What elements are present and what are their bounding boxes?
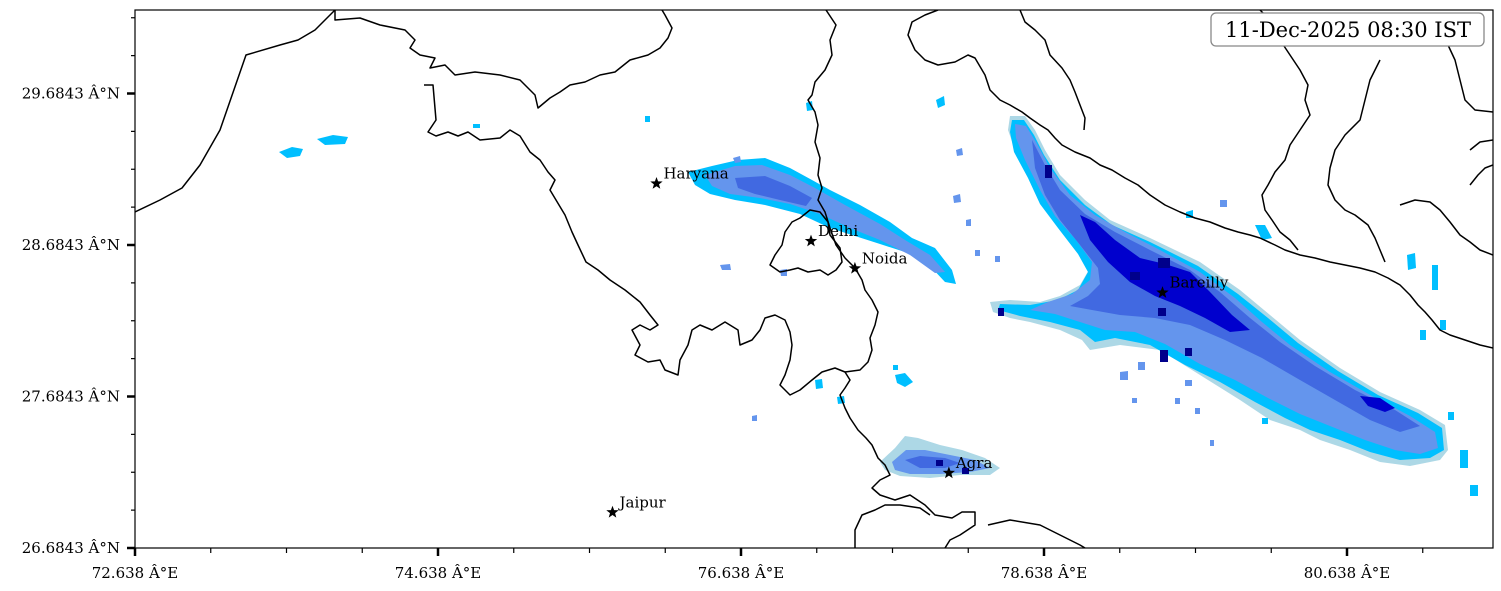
boundary-line (987, 519, 1086, 548)
rain-patch (1448, 412, 1454, 420)
rain-patch (317, 135, 348, 145)
city-label-bareilly: Bareilly (1169, 274, 1228, 292)
x-tick-label: 78.638 Â°E (1001, 564, 1088, 582)
rain-cell-dark (1185, 348, 1192, 356)
timestamp-text: 11-Dec-2025 08:30 IST (1225, 18, 1471, 42)
rain-patch (1460, 450, 1468, 468)
rain-patch (995, 256, 1000, 262)
rain-patch (1195, 408, 1200, 414)
rain-patch (720, 264, 731, 270)
boundary-line (1469, 139, 1493, 151)
rain-patch (815, 379, 823, 389)
rain-patch (1262, 418, 1268, 424)
y-tick-label: 28.6843 Â°N (22, 236, 120, 254)
boundary-line (1019, 10, 1086, 131)
x-tick-label: 74.638 Â°E (395, 564, 482, 582)
rain-cluster-agra-core (905, 456, 960, 468)
rain-patch (966, 219, 971, 226)
rain-patch (1175, 398, 1180, 404)
x-tick-label: 72.638 Â°E (92, 564, 179, 582)
rain-cluster-agra-dot (962, 468, 969, 474)
plot-frame (134, 9, 1494, 549)
y-tick-label: 29.6843 Â°N (22, 85, 120, 103)
city-label-jaipur: Jaipur (618, 493, 667, 511)
boundary-line (807, 10, 879, 373)
y-tick-label: 27.6843 Â°N (22, 388, 120, 406)
boundary-line (135, 10, 336, 213)
x-tick-label: 76.638 Â°E (698, 564, 785, 582)
rain-patch (1470, 485, 1478, 496)
rain-cluster-agra-dot (936, 460, 943, 466)
rain-patch (733, 156, 741, 163)
rain-cell-dark (1158, 258, 1170, 268)
rain-patch (1138, 362, 1145, 370)
city-label-noida: Noida (862, 249, 908, 267)
boundary-line (854, 504, 931, 548)
rain-contours (279, 96, 1478, 496)
rain-patch (1185, 380, 1192, 386)
city-star-haryana (650, 177, 663, 189)
rain-patch (1407, 253, 1416, 270)
boundary-lines (135, 10, 1493, 548)
timestamp-box: 11-Dec-2025 08:30 IST (1210, 12, 1485, 47)
rain-cell-dark (1045, 165, 1052, 178)
city-star-jaipur (606, 505, 619, 518)
rain-patch (953, 194, 961, 203)
city-star-agra (942, 466, 955, 479)
boundary-line (907, 10, 1493, 349)
rain-patch (1120, 371, 1128, 380)
rain-band-bareilly-core (1080, 215, 1250, 332)
rain-patch (956, 148, 963, 156)
x-tick-label: 80.638 Â°E (1304, 564, 1391, 582)
rain-patch (1210, 440, 1214, 446)
rain-cell-dark (1130, 272, 1140, 280)
rain-cell-dark (1160, 350, 1168, 362)
axes: 72.638 Â°E 74.638 Â°E 76.638 Â°E 78.638 Â°E… (22, 17, 1424, 582)
rain-patch (1220, 200, 1227, 207)
rain-patch (975, 250, 980, 256)
city-label-agra: Agra (955, 454, 993, 472)
city-star-bareilly (1156, 286, 1169, 298)
rain-cell-dark (1158, 308, 1166, 316)
rain-cell-dark (998, 308, 1004, 316)
rain-band-bareilly-core (1360, 396, 1395, 412)
rain-patch (895, 373, 913, 387)
rain-patch (1432, 265, 1438, 290)
rain-patch (279, 147, 303, 158)
rain-patch (1132, 398, 1137, 403)
boundary-line (424, 84, 976, 548)
boundary-line (1259, 10, 1311, 251)
rain-patch (1440, 320, 1446, 330)
boundary-line (1469, 164, 1493, 186)
y-tick-label: 26.6843 Â°N (22, 539, 120, 557)
rain-patch (936, 96, 945, 108)
city-star-delhi (804, 234, 818, 247)
boundary-line (334, 10, 673, 109)
boundary-line (1399, 199, 1493, 256)
city-label-haryana: Haryana (663, 165, 728, 183)
rain-band-bareilly-l4 (1032, 140, 1420, 432)
rain-patch (1420, 330, 1426, 340)
rain-patch (752, 415, 757, 421)
city-star-noida (848, 261, 862, 274)
rain-patch (893, 365, 898, 370)
rain-band-haryana-delhi-core (735, 176, 812, 206)
rain-patch (806, 101, 813, 111)
timestamp-frame (1210, 12, 1485, 47)
rain-patch (473, 124, 480, 128)
boundary-line (1327, 59, 1386, 263)
city-label-delhi: Delhi (818, 222, 858, 240)
boundary-line (769, 209, 843, 276)
rain-patch (1255, 225, 1272, 240)
rain-patch (645, 116, 650, 122)
